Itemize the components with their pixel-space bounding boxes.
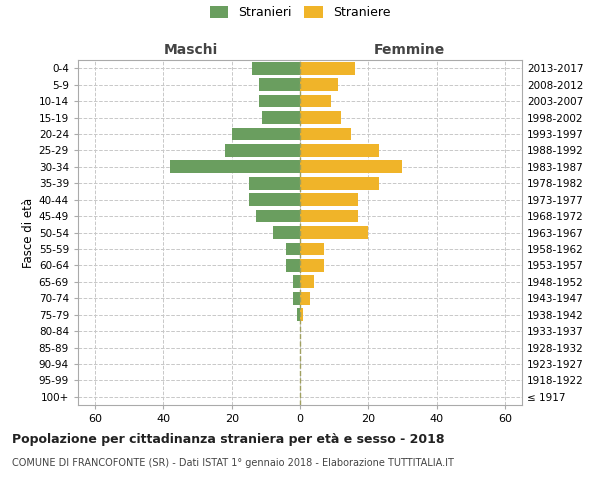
Bar <box>170 160 300 173</box>
Bar <box>300 111 341 124</box>
Text: Femmine: Femmine <box>374 44 445 58</box>
Bar <box>300 177 379 190</box>
Bar <box>300 78 338 91</box>
Bar <box>296 308 300 321</box>
Bar <box>293 292 300 304</box>
Bar <box>300 259 324 272</box>
Bar <box>286 259 300 272</box>
Bar <box>286 242 300 256</box>
Bar <box>300 226 368 239</box>
Bar <box>300 144 379 157</box>
Text: Popolazione per cittadinanza straniera per età e sesso - 2018: Popolazione per cittadinanza straniera p… <box>12 432 445 446</box>
Bar <box>249 177 300 190</box>
Bar <box>259 78 300 91</box>
Bar <box>300 210 358 222</box>
Text: Maschi: Maschi <box>164 44 218 58</box>
Bar <box>300 62 355 74</box>
Bar <box>300 160 403 173</box>
Bar <box>300 292 310 304</box>
Bar <box>272 226 300 239</box>
Legend: Stranieri, Straniere: Stranieri, Straniere <box>209 6 391 19</box>
Y-axis label: Fasce di età: Fasce di età <box>22 198 35 268</box>
Bar <box>300 308 304 321</box>
Bar <box>300 276 314 288</box>
Bar <box>232 128 300 140</box>
Bar <box>225 144 300 157</box>
Bar <box>293 276 300 288</box>
Bar <box>259 94 300 108</box>
Bar <box>252 62 300 74</box>
Text: COMUNE DI FRANCOFONTE (SR) - Dati ISTAT 1° gennaio 2018 - Elaborazione TUTTITALI: COMUNE DI FRANCOFONTE (SR) - Dati ISTAT … <box>12 458 454 468</box>
Bar <box>300 193 358 206</box>
Bar <box>256 210 300 222</box>
Bar <box>300 242 324 256</box>
Bar <box>300 128 351 140</box>
Bar <box>249 193 300 206</box>
Bar <box>262 111 300 124</box>
Bar <box>300 94 331 108</box>
